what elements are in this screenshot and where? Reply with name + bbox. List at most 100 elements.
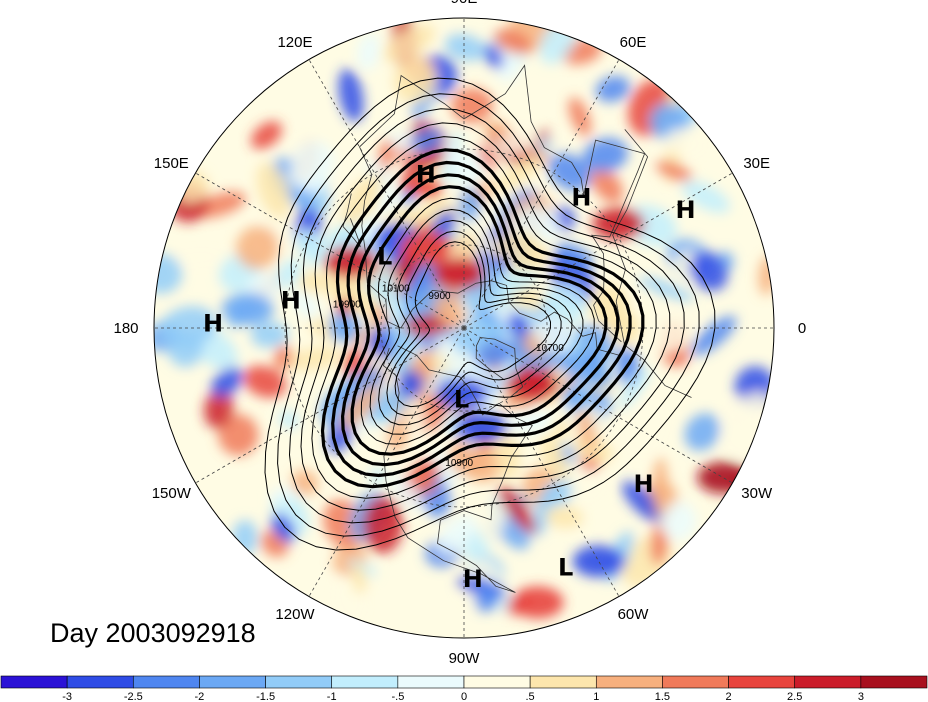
colorbar-tick-label: .5 bbox=[526, 691, 535, 702]
contour-label: 10700 bbox=[536, 343, 564, 354]
colorbar-swatch bbox=[132, 675, 200, 689]
anomaly-patch bbox=[294, 231, 334, 258]
anomaly-patch bbox=[352, 562, 367, 595]
colorbar-swatch bbox=[860, 675, 928, 689]
anomaly-patch bbox=[558, 353, 614, 388]
contour-label: 10900 bbox=[445, 458, 473, 469]
colorbar-swatch bbox=[794, 675, 862, 689]
colorbar-tick-label: -.5 bbox=[391, 691, 404, 702]
anomaly-patch bbox=[476, 146, 495, 171]
colorbar-swatch bbox=[595, 675, 663, 689]
colorbar-swatch bbox=[397, 675, 465, 689]
longitude-label: 120W bbox=[275, 606, 315, 623]
anomaly-patch bbox=[211, 367, 243, 398]
anomaly-patch bbox=[271, 513, 296, 543]
anomaly-patch bbox=[493, 29, 532, 54]
anomaly-patch bbox=[290, 289, 320, 319]
height-contour bbox=[386, 230, 562, 417]
high-pressure-label: H bbox=[416, 161, 436, 189]
height-contour bbox=[311, 136, 657, 499]
longitude-label: 0 bbox=[798, 320, 806, 337]
height-contour bbox=[288, 108, 685, 524]
anomaly-patch bbox=[408, 398, 427, 436]
coastline bbox=[359, 64, 646, 356]
coastline bbox=[612, 129, 692, 398]
anomaly-patch bbox=[479, 501, 507, 543]
longitude-label: 60E bbox=[620, 34, 647, 51]
longitude-label: 30W bbox=[741, 485, 773, 502]
anomaly-patch bbox=[341, 174, 383, 227]
longitude-label: 180 bbox=[113, 320, 138, 337]
meridian-line bbox=[195, 327, 465, 484]
colorbar-swatch bbox=[331, 675, 399, 689]
anomaly-patch bbox=[539, 434, 569, 481]
anomaly-patch bbox=[256, 162, 291, 219]
colorbar-swatch bbox=[0, 675, 68, 689]
longitude-label: 90W bbox=[449, 650, 481, 667]
anomaly-patch bbox=[154, 253, 183, 294]
height-contour bbox=[369, 208, 584, 435]
date-label: Day 2003092918 bbox=[50, 618, 256, 648]
anomaly-patch bbox=[544, 505, 584, 529]
anomaly-core bbox=[433, 257, 486, 290]
height-contour bbox=[394, 241, 552, 408]
anomaly-patch bbox=[655, 160, 693, 182]
anomaly-patch bbox=[363, 496, 403, 554]
high-pressure-label: H bbox=[676, 196, 696, 224]
anomaly-patch bbox=[534, 316, 574, 354]
pressure-center-labels: H H H L H H L H L H bbox=[203, 161, 696, 593]
meridian-line bbox=[463, 59, 620, 329]
coastline bbox=[342, 193, 361, 248]
anomaly-patch bbox=[436, 514, 477, 556]
anomaly-patch bbox=[290, 140, 335, 188]
colorbar-swatch bbox=[265, 675, 333, 689]
anomaly-patch bbox=[433, 294, 466, 330]
meridian-line bbox=[463, 327, 620, 597]
high-pressure-label: H bbox=[203, 310, 223, 338]
colorbar-tick-label: 3 bbox=[858, 691, 864, 702]
anomaly-patch bbox=[299, 270, 326, 293]
coastline bbox=[382, 345, 533, 593]
anomaly-patch bbox=[684, 413, 721, 451]
anomaly-patch bbox=[203, 389, 234, 429]
map-disc bbox=[154, 18, 774, 638]
longitude-label: 150W bbox=[152, 485, 192, 502]
map-boundary bbox=[153, 17, 775, 639]
anomaly-patch bbox=[623, 398, 668, 456]
anomaly-patch bbox=[590, 167, 624, 203]
height-contour bbox=[331, 160, 632, 478]
colorbar-swatch bbox=[529, 675, 597, 689]
colorbar-tick-label: -1 bbox=[327, 691, 337, 702]
anomaly-patch bbox=[243, 365, 287, 398]
anomaly-patch bbox=[236, 225, 280, 270]
coastline bbox=[475, 337, 524, 397]
high-pressure-label: H bbox=[281, 287, 301, 315]
height-contour bbox=[320, 148, 645, 489]
high-pressure-label: H bbox=[463, 565, 483, 593]
anomaly-patch bbox=[507, 313, 530, 337]
anomaly-patch bbox=[727, 392, 768, 422]
longitude-labels: 90E 60E 30E 0 30W 60W 90W 120W 150W 180 150E 120E bbox=[113, 0, 806, 667]
colorbar-tick-label: 2 bbox=[726, 691, 732, 702]
anomaly-patch bbox=[546, 479, 573, 506]
anomaly-patch bbox=[382, 24, 435, 63]
anomaly-patch bbox=[159, 306, 218, 349]
anomaly-patch bbox=[291, 470, 319, 496]
anomaly-core bbox=[511, 586, 564, 619]
anomaly-core bbox=[221, 293, 274, 326]
contour-value-labels: 10100 9900 10700 10900 10900 bbox=[333, 284, 564, 469]
height-contours bbox=[264, 77, 716, 551]
colorbar-tick-label: -2 bbox=[195, 691, 205, 702]
colorbar-tick-label: -2.5 bbox=[124, 691, 143, 702]
height-contour bbox=[350, 185, 608, 456]
contour-label: 9900 bbox=[428, 291, 451, 302]
anomaly-patch bbox=[274, 345, 293, 371]
contour-label: 10100 bbox=[382, 284, 410, 295]
colorbar-swatch bbox=[662, 675, 729, 689]
anomaly-patch bbox=[595, 76, 631, 103]
anomaly-patch bbox=[498, 593, 517, 613]
meridian-line bbox=[463, 327, 733, 484]
anomaly-patch bbox=[387, 418, 409, 454]
anomaly-patch bbox=[356, 33, 381, 71]
longitude-label: 60W bbox=[618, 606, 650, 623]
